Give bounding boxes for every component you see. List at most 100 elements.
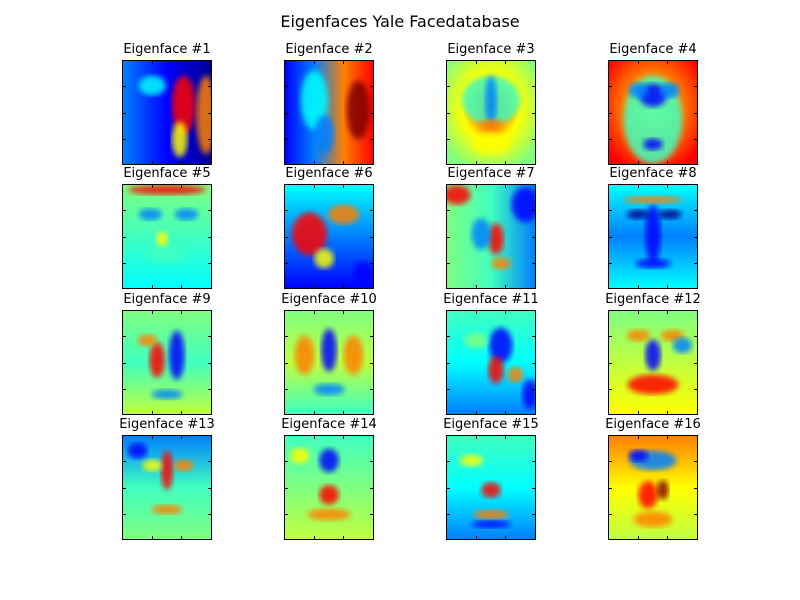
axis-tick — [284, 487, 288, 489]
axis-tick — [608, 388, 612, 390]
panel-title: Eigenface #3 — [447, 42, 535, 57]
eigenface-image — [122, 60, 212, 165]
axis-tick — [370, 210, 374, 212]
axis-tick — [475, 536, 477, 540]
axis-tick — [370, 461, 374, 463]
eigenface-image — [284, 435, 374, 540]
axis-tick — [151, 184, 153, 188]
axis-tick — [608, 336, 612, 338]
axis-tick — [181, 435, 183, 439]
axis-tick — [208, 86, 212, 88]
axis-tick — [313, 285, 315, 289]
axis-tick — [284, 210, 288, 212]
panel-title: Eigenface #2 — [285, 42, 373, 57]
axis-tick — [608, 461, 612, 463]
axis-tick — [637, 161, 639, 165]
eigenface-image — [446, 310, 536, 415]
axis-tick — [284, 388, 288, 390]
axis-tick — [446, 86, 450, 88]
axis-tick — [370, 236, 374, 238]
axis-tick — [122, 513, 126, 515]
panel-title: Eigenface #15 — [443, 417, 539, 432]
axis-tick — [667, 60, 669, 64]
axis-tick — [343, 161, 345, 165]
panel-title: Eigenface #12 — [605, 292, 701, 307]
axis-tick — [208, 210, 212, 212]
eigenface-image — [446, 184, 536, 289]
eigenface-image — [284, 60, 374, 165]
axis-tick — [532, 112, 536, 114]
axis-tick — [532, 513, 536, 515]
axis-tick — [608, 112, 612, 114]
axis-tick — [208, 112, 212, 114]
eigenface-image — [608, 435, 698, 540]
axis-tick — [151, 411, 153, 415]
panel-title: Eigenface #4 — [609, 42, 697, 57]
eigenface-image — [284, 310, 374, 415]
axis-tick — [608, 236, 612, 238]
axis-tick — [446, 388, 450, 390]
axis-tick — [181, 161, 183, 165]
axis-tick — [208, 236, 212, 238]
axis-tick — [122, 362, 126, 364]
axis-tick — [608, 210, 612, 212]
axis-tick — [532, 138, 536, 140]
axis-tick — [532, 86, 536, 88]
axis-tick — [284, 513, 288, 515]
axis-tick — [475, 161, 477, 165]
panel-title: Eigenface #10 — [281, 292, 377, 307]
axis-tick — [151, 310, 153, 314]
axis-tick — [343, 411, 345, 415]
axis-tick — [532, 461, 536, 463]
axis-tick — [313, 435, 315, 439]
axis-tick — [208, 487, 212, 489]
axis-tick — [284, 138, 288, 140]
axis-tick — [667, 161, 669, 165]
axis-tick — [181, 285, 183, 289]
axis-tick — [637, 411, 639, 415]
axis-tick — [370, 487, 374, 489]
axis-tick — [667, 184, 669, 188]
eigenface-image — [122, 310, 212, 415]
eigenface-image — [608, 184, 698, 289]
axis-tick — [208, 336, 212, 338]
axis-tick — [446, 236, 450, 238]
axis-tick — [181, 310, 183, 314]
panel-title: Eigenface #7 — [447, 166, 535, 181]
axis-tick — [505, 285, 507, 289]
figure-title: Eigenfaces Yale Facedatabase — [280, 12, 520, 31]
axis-tick — [446, 461, 450, 463]
axis-tick — [505, 536, 507, 540]
axis-tick — [446, 262, 450, 264]
axis-tick — [370, 138, 374, 140]
axis-tick — [694, 461, 698, 463]
axis-tick — [284, 112, 288, 114]
axis-tick — [284, 86, 288, 88]
axis-tick — [284, 362, 288, 364]
axis-tick — [122, 86, 126, 88]
axis-tick — [313, 411, 315, 415]
axis-tick — [313, 60, 315, 64]
axis-tick — [181, 536, 183, 540]
eigenface-image — [608, 310, 698, 415]
axis-tick — [122, 210, 126, 212]
axis-tick — [370, 513, 374, 515]
axis-tick — [694, 513, 698, 515]
axis-tick — [637, 435, 639, 439]
axis-tick — [122, 138, 126, 140]
axis-tick — [151, 536, 153, 540]
axis-tick — [475, 60, 477, 64]
axis-tick — [505, 184, 507, 188]
axis-tick — [208, 362, 212, 364]
panel-title: Eigenface #5 — [123, 166, 211, 181]
axis-tick — [122, 112, 126, 114]
axis-tick — [343, 310, 345, 314]
axis-tick — [343, 536, 345, 540]
axis-tick — [122, 461, 126, 463]
axis-tick — [313, 310, 315, 314]
axis-tick — [208, 138, 212, 140]
axis-tick — [313, 161, 315, 165]
axis-tick — [343, 184, 345, 188]
axis-tick — [151, 285, 153, 289]
axis-tick — [608, 487, 612, 489]
